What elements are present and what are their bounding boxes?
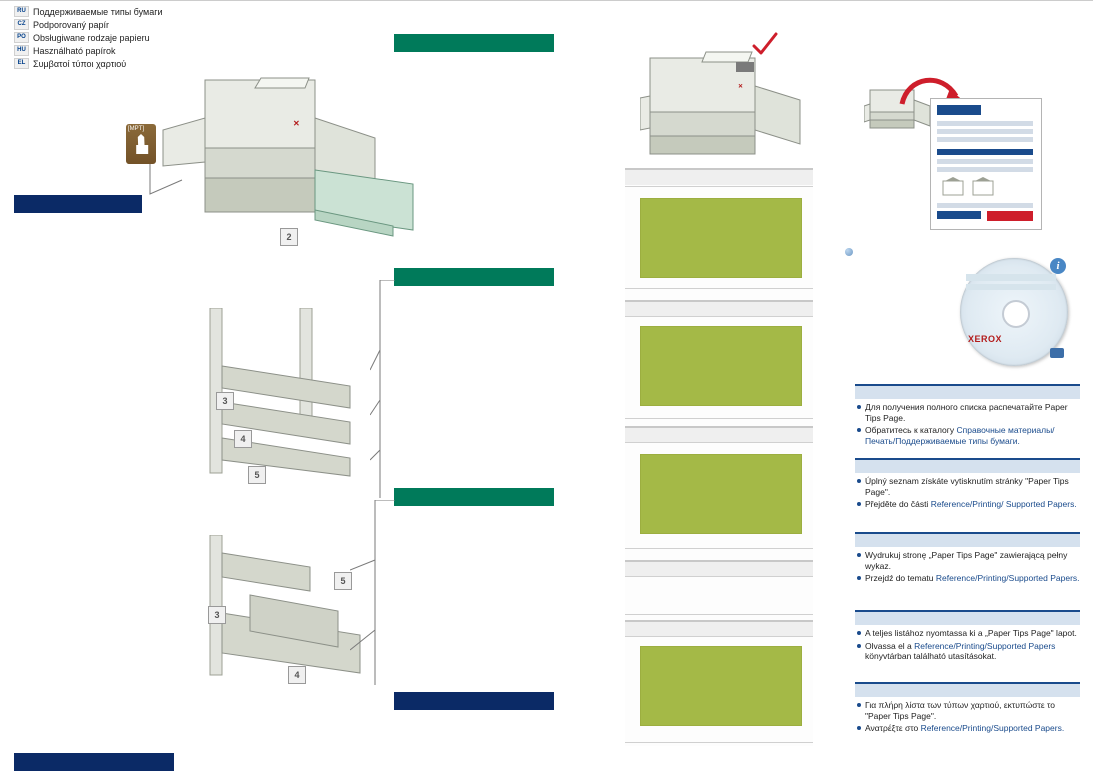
reference-item: Przejdź do tematu Reference/Printing/Sup…	[855, 573, 1080, 584]
leader-line	[130, 164, 190, 206]
cd-brand-text: XEROX	[968, 334, 1002, 344]
leader-line	[370, 280, 400, 500]
lang-label: Συμβατοί τύποι χαρτιού	[33, 59, 126, 69]
svg-text:✕: ✕	[293, 119, 300, 128]
info-icon: i	[1050, 258, 1066, 274]
tray-number-label: 3	[208, 606, 226, 624]
reference-item: Přejděte do části Reference/Printing/ Su…	[855, 499, 1080, 510]
globe-icon	[845, 248, 853, 256]
trays-345-illustration	[180, 308, 370, 478]
reference-item: Για πλήρη λίστα των τύπων χαρτιού, εκτυπ…	[855, 700, 1080, 721]
lang-item: EL Συμβατοί τύποι χαρτιού	[14, 58, 163, 69]
lang-code-badge: EL	[14, 58, 29, 69]
panel-section-head	[625, 560, 813, 577]
cd-label-art	[966, 272, 1062, 300]
lang-item: HU Használható papírok	[14, 45, 163, 56]
panel-divider	[625, 418, 813, 419]
lang-code-badge: PO	[14, 32, 29, 43]
reference-block: Για πλήρη λίστα των τύπων χαρτιού, εκτυπ…	[855, 682, 1080, 736]
lang-item: PO Obsługiwane rodzaje papieru	[14, 32, 163, 43]
reference-item: Wydrukuj stronę „Paper Tips Page" zawier…	[855, 550, 1080, 571]
printer-illustration: ✕	[145, 70, 415, 240]
lang-label: Podporovaný papír	[33, 20, 109, 30]
reference-head	[855, 458, 1080, 473]
panel-highlight-box	[640, 198, 802, 278]
tray-number-label: 5	[248, 466, 266, 484]
panel-divider	[625, 186, 813, 187]
lang-item: CZ Podporovaný papír	[14, 19, 163, 30]
panel-divider	[625, 636, 813, 637]
checkmark-icon	[750, 30, 780, 60]
top-rule	[0, 0, 1093, 1]
panel-section-head	[625, 620, 813, 637]
panel-divider	[625, 742, 813, 743]
lang-item: RU Поддерживаемые типы бумаги	[14, 6, 163, 17]
panel-section-head	[625, 168, 813, 185]
section-header-navy	[14, 195, 142, 213]
panel-divider	[625, 442, 813, 443]
panel-section-head	[625, 300, 813, 317]
lang-code-badge: RU	[14, 6, 29, 17]
reference-head	[855, 610, 1080, 625]
panel-divider	[625, 548, 813, 549]
panel-highlight-box	[640, 646, 802, 726]
section-header-navy	[14, 753, 174, 771]
section-header-green	[394, 34, 554, 52]
lang-code-badge: CZ	[14, 19, 29, 30]
reference-head	[855, 384, 1080, 399]
logo-chip	[1050, 348, 1064, 358]
lang-code-badge: HU	[14, 45, 29, 56]
tray-number-label: 2	[280, 228, 298, 246]
language-list: RU Поддерживаемые типы бумаги CZ Podporo…	[14, 6, 163, 71]
reference-item: Olvassa el a Reference/Printing/Supporte…	[855, 641, 1080, 662]
reference-head	[855, 682, 1080, 697]
reference-item: A teljes listához nyomtassa ki a „Paper …	[855, 628, 1080, 639]
lang-label: Поддерживаемые типы бумаги	[33, 7, 163, 17]
panel-divider	[625, 614, 813, 615]
reference-head	[855, 532, 1080, 547]
section-header-navy	[394, 692, 554, 710]
tray-number-label: 4	[288, 666, 306, 684]
reference-block: A teljes listához nyomtassa ki a „Paper …	[855, 610, 1080, 664]
reference-item: Ανατρέξτε στο Reference/Printing/Support…	[855, 723, 1080, 734]
printer-panel-illustration: ✕	[640, 40, 815, 160]
reference-item: Úplný seznam získáte vytisknutím stránky…	[855, 476, 1080, 497]
reference-item: Обратитесь к каталогу Справочные материа…	[855, 425, 1080, 446]
mpt-label: [MPT]	[128, 126, 144, 132]
section-header-green	[394, 488, 554, 506]
svg-text:✕: ✕	[738, 83, 743, 90]
reference-item: Для получения полного списка распечатайт…	[855, 402, 1080, 423]
leader-line	[350, 500, 400, 690]
reference-block: Úplný seznam získáte vytisknutím stránky…	[855, 458, 1080, 512]
reference-block: Для получения полного списка распечатайт…	[855, 384, 1080, 449]
panel-divider	[625, 576, 813, 577]
tray-number-label: 3	[216, 392, 234, 410]
paper-tips-page-mock	[930, 98, 1042, 230]
section-header-green	[394, 268, 554, 286]
panel-highlight-box	[640, 454, 802, 534]
panel-section-head	[625, 426, 813, 443]
panel-divider	[625, 288, 813, 289]
lang-label: Obsługiwane rodzaje papieru	[33, 33, 150, 43]
paper-orient-icon	[941, 177, 1019, 199]
lang-label: Használható papírok	[33, 46, 116, 56]
panel-highlight-box	[640, 326, 802, 406]
panel-divider	[625, 316, 813, 317]
reference-block: Wydrukuj stronę „Paper Tips Page" zawier…	[855, 532, 1080, 586]
tray-number-label: 4	[234, 430, 252, 448]
